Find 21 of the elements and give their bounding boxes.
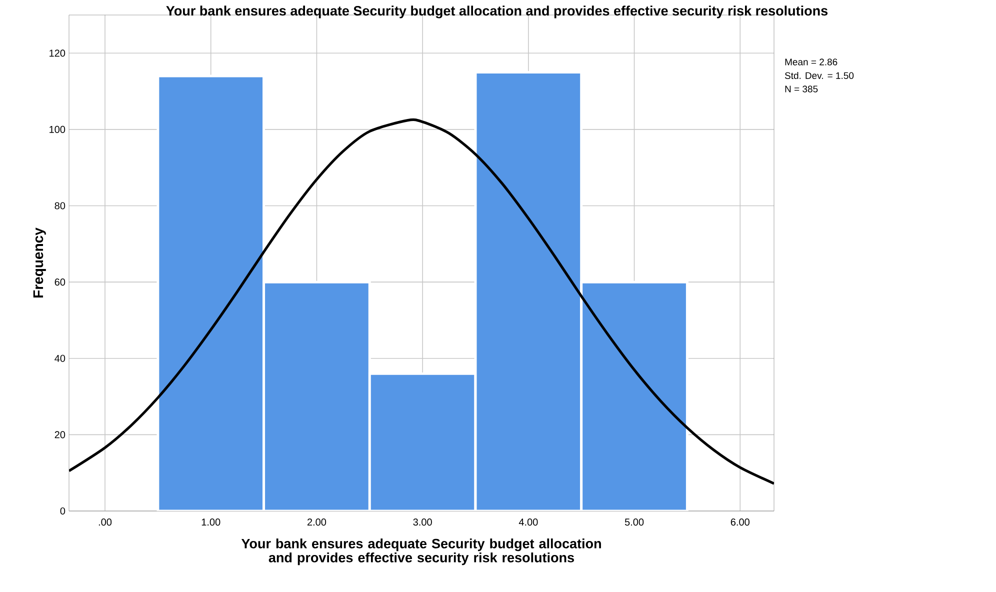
y-tick-label: 60	[54, 278, 66, 286]
text: Mean = 2.86	[785, 58, 838, 66]
y-tick-label: 80	[54, 202, 66, 210]
y-tick-label: 0	[60, 507, 66, 515]
y-tick-label: 100	[50, 126, 66, 133]
x-tick-label: 2.00	[307, 518, 326, 526]
y-tick-label: 120	[50, 50, 66, 57]
x-tick-label: 6.00	[730, 518, 750, 526]
chart-title: Your bank ensures adequate Security budget allocation and provides effective security risk resolutions	[166, 6, 828, 18]
x-tick-label: 4.00	[518, 518, 538, 526]
x-axis-title: Your bank ensures adequate Security budget allocation and provides effective security risk resolutions	[241, 538, 601, 566]
y-tick-label: 40	[54, 354, 66, 362]
x-tick-label: 5.00	[624, 518, 644, 526]
line-series	[69, 118, 774, 485]
text: Std. Dev. = 1.50	[784, 72, 854, 79]
text: N = 385	[785, 86, 818, 92]
x-tick-label: 1.00	[202, 518, 220, 526]
x-tick-label: .00	[98, 518, 112, 526]
y-tick-label: 20	[54, 431, 66, 438]
y-axis-title: Frequency	[33, 228, 46, 298]
x-tick-label: 3.00	[413, 518, 432, 526]
